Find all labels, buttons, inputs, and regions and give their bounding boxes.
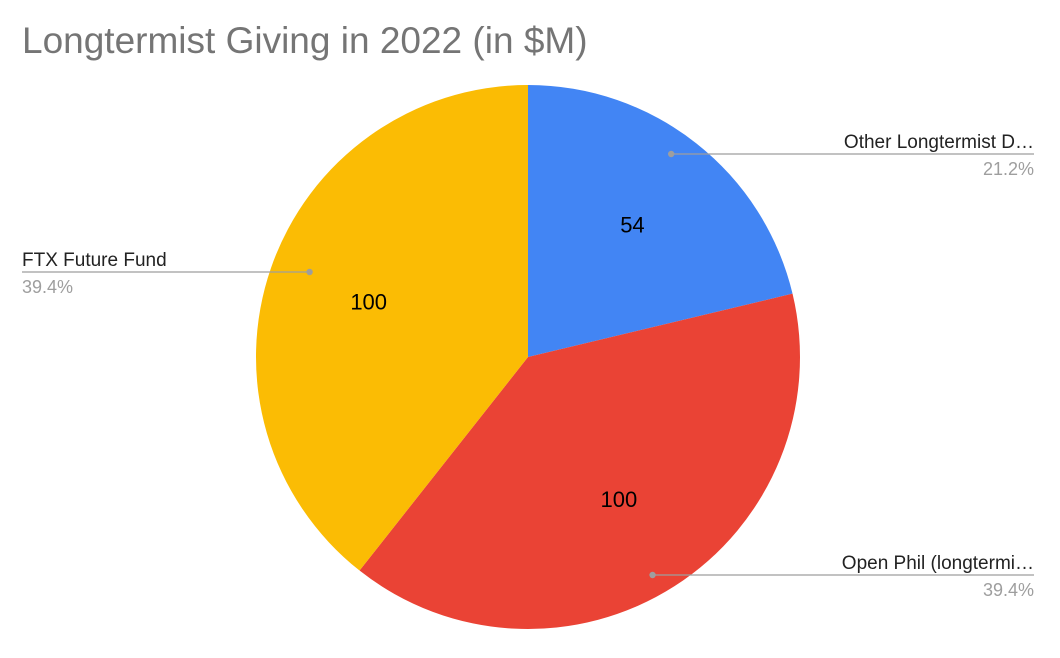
slice-value-label: 100	[350, 290, 387, 315]
pie-slice[interactable]	[256, 85, 528, 571]
pie-slice[interactable]	[359, 293, 801, 630]
slice-value-label: 54	[620, 213, 644, 238]
leader-dot	[667, 150, 675, 158]
legend-label: FTX Future Fund	[22, 250, 167, 271]
legend-label: Other Longtermist D…	[844, 132, 1034, 153]
legend-label: Open Phil (longtermi…	[842, 553, 1034, 574]
pie-slice[interactable]	[528, 85, 793, 357]
legend-percent: 39.4%	[22, 277, 73, 297]
legend-percent: 21.2%	[983, 159, 1034, 179]
leader-dot	[306, 268, 313, 276]
leader-dot	[649, 571, 656, 579]
slice-value-labels: 54 100 100	[350, 213, 644, 512]
slice-legend-labels: Other Longtermist D… 21.2% Open Phil (long…	[22, 132, 1034, 600]
slice-value-label: 100	[600, 487, 637, 512]
pie-slices	[256, 85, 801, 630]
legend-percent: 39.4%	[983, 580, 1034, 600]
legend-leader-lines	[22, 150, 1034, 579]
chart-title: Longtermist Giving in 2022 (in $M)	[22, 20, 588, 61]
